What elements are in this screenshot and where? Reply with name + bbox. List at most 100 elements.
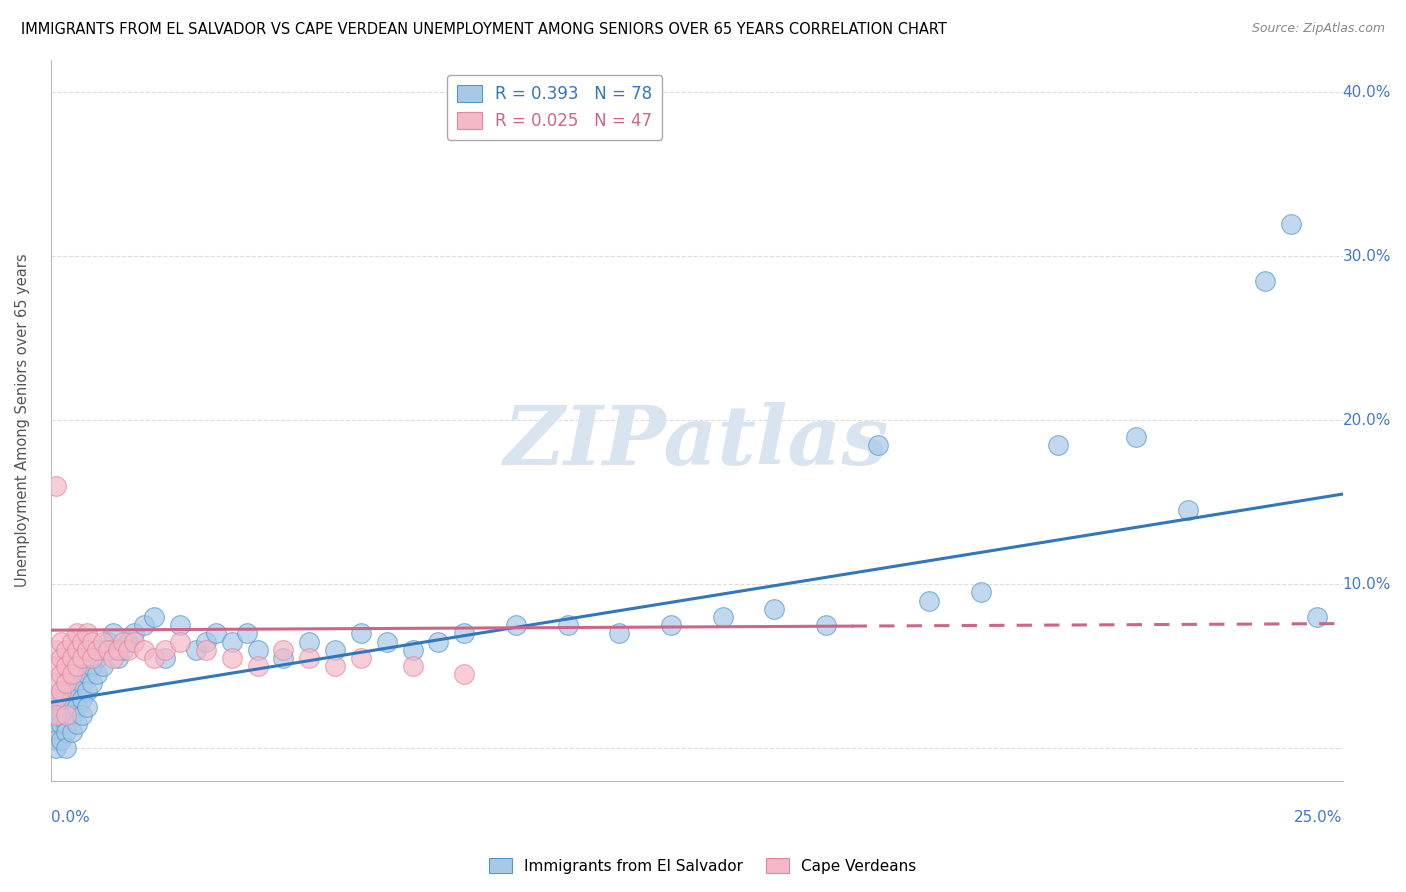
Point — [76, 643, 98, 657]
Text: 25.0%: 25.0% — [1294, 810, 1343, 825]
Point — [66, 643, 89, 657]
Point — [763, 602, 786, 616]
Point — [375, 634, 398, 648]
Point — [298, 634, 321, 648]
Text: 10.0%: 10.0% — [1343, 577, 1391, 591]
Point — [101, 651, 124, 665]
Point — [45, 716, 67, 731]
Point — [273, 651, 295, 665]
Legend: R = 0.393   N = 78, R = 0.025   N = 47: R = 0.393 N = 78, R = 0.025 N = 47 — [447, 75, 662, 140]
Point — [117, 643, 139, 657]
Point — [70, 692, 93, 706]
Point — [45, 675, 67, 690]
Point — [273, 643, 295, 657]
Text: ZIPatlas: ZIPatlas — [503, 402, 890, 482]
Point — [205, 626, 228, 640]
Point — [82, 651, 104, 665]
Point — [51, 667, 73, 681]
Point — [51, 683, 73, 698]
Point — [51, 700, 73, 714]
Point — [55, 675, 77, 690]
Point — [66, 683, 89, 698]
Point — [82, 634, 104, 648]
Point — [1125, 430, 1147, 444]
Point — [76, 700, 98, 714]
Point — [117, 634, 139, 648]
Point — [184, 643, 207, 657]
Point — [101, 626, 124, 640]
Point — [91, 659, 114, 673]
Point — [70, 675, 93, 690]
Point — [51, 708, 73, 723]
Point — [453, 626, 475, 640]
Point — [45, 700, 67, 714]
Point — [86, 667, 108, 681]
Point — [60, 634, 83, 648]
Point — [814, 618, 837, 632]
Point — [711, 610, 734, 624]
Point — [55, 643, 77, 657]
Point — [107, 651, 129, 665]
Point — [505, 618, 527, 632]
Point — [60, 724, 83, 739]
Point — [55, 692, 77, 706]
Point — [66, 626, 89, 640]
Point — [970, 585, 993, 599]
Point — [153, 643, 176, 657]
Text: Source: ZipAtlas.com: Source: ZipAtlas.com — [1251, 22, 1385, 36]
Point — [122, 634, 145, 648]
Point — [427, 634, 450, 648]
Point — [132, 618, 155, 632]
Point — [169, 634, 191, 648]
Point — [607, 626, 630, 640]
Point — [401, 643, 423, 657]
Point — [45, 643, 67, 657]
Point — [1177, 503, 1199, 517]
Text: 20.0%: 20.0% — [1343, 413, 1391, 428]
Point — [60, 651, 83, 665]
Point — [169, 618, 191, 632]
Point — [350, 651, 373, 665]
Point — [51, 716, 73, 731]
Point — [70, 634, 93, 648]
Point — [51, 634, 73, 648]
Point — [453, 667, 475, 681]
Point — [659, 618, 682, 632]
Point — [246, 659, 269, 673]
Point — [45, 692, 67, 706]
Point — [143, 610, 166, 624]
Point — [97, 643, 120, 657]
Point — [401, 659, 423, 673]
Point — [66, 659, 89, 673]
Point — [91, 634, 114, 648]
Point — [194, 643, 217, 657]
Point — [45, 692, 67, 706]
Point — [112, 634, 135, 648]
Point — [1254, 274, 1277, 288]
Point — [236, 626, 259, 640]
Point — [60, 683, 83, 698]
Point — [86, 643, 108, 657]
Point — [51, 733, 73, 747]
Point — [82, 675, 104, 690]
Point — [221, 634, 243, 648]
Point — [45, 479, 67, 493]
Point — [107, 643, 129, 657]
Point — [918, 593, 941, 607]
Point — [51, 651, 73, 665]
Point — [1047, 438, 1070, 452]
Point — [76, 626, 98, 640]
Point — [60, 708, 83, 723]
Point — [55, 716, 77, 731]
Point — [60, 692, 83, 706]
Point — [70, 651, 93, 665]
Point — [350, 626, 373, 640]
Point — [45, 708, 67, 723]
Point — [1279, 217, 1302, 231]
Point — [97, 634, 120, 648]
Point — [55, 675, 77, 690]
Point — [60, 667, 83, 681]
Point — [298, 651, 321, 665]
Text: IMMIGRANTS FROM EL SALVADOR VS CAPE VERDEAN UNEMPLOYMENT AMONG SENIORS OVER 65 Y: IMMIGRANTS FROM EL SALVADOR VS CAPE VERD… — [21, 22, 948, 37]
Point — [45, 708, 67, 723]
